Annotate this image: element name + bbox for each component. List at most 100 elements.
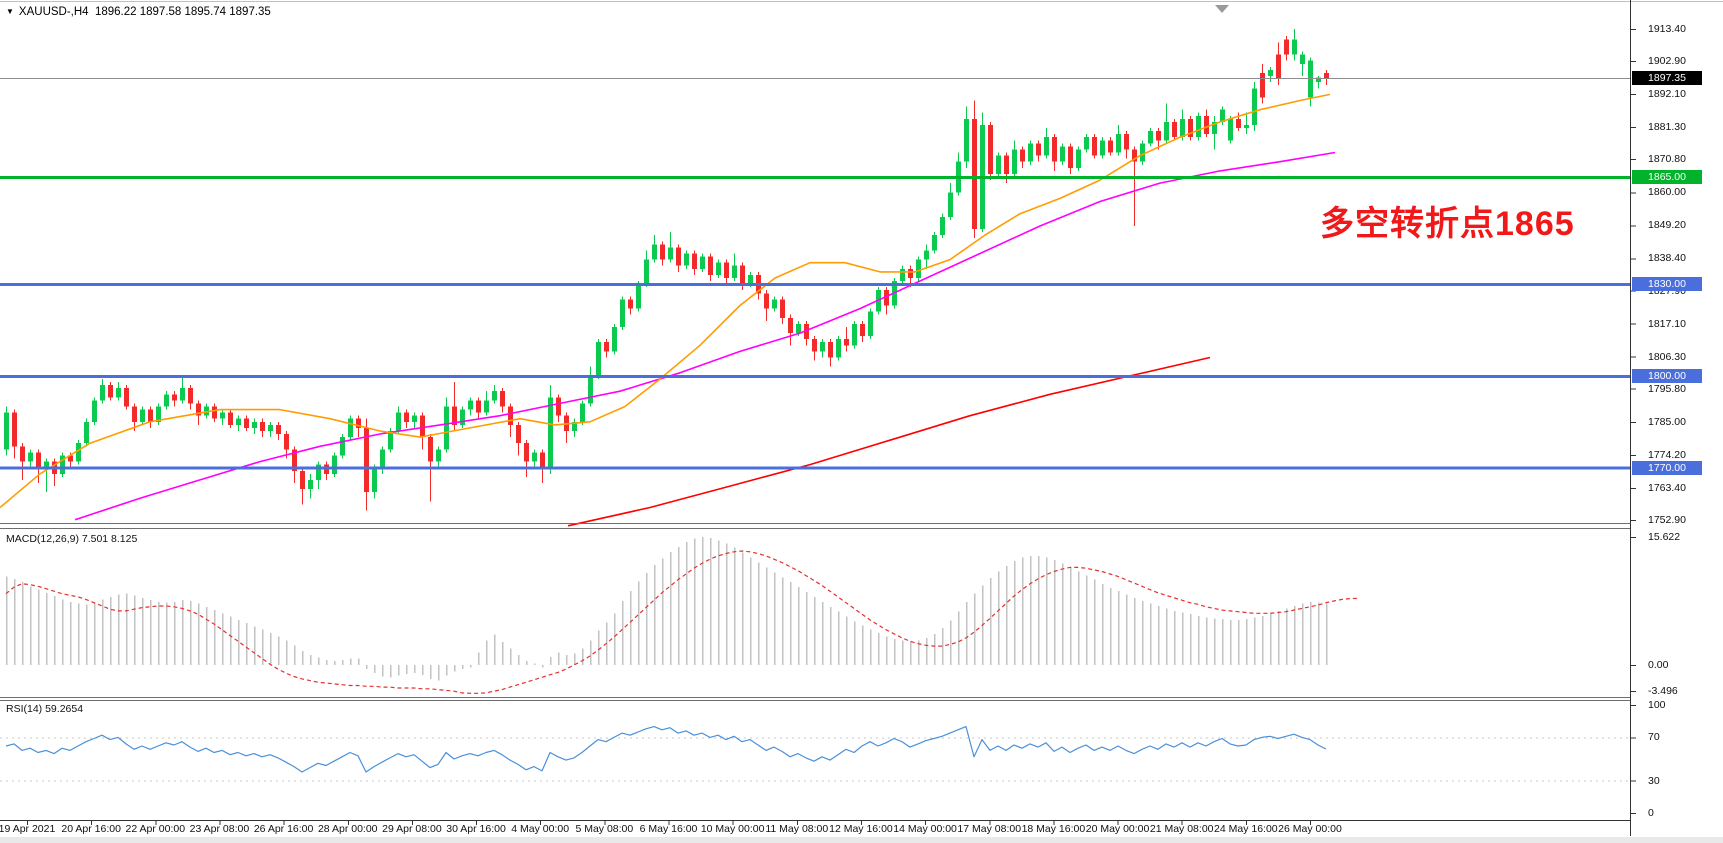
price-axis-label: 1849.20 [1648, 219, 1686, 232]
time-axis-label: 22 Apr 00:00 [125, 823, 186, 835]
candle-body [1044, 137, 1049, 156]
candle-body [60, 455, 65, 474]
candle-body [1084, 137, 1089, 150]
symbol-period-label: XAUUSD-,H4 [18, 6, 89, 18]
candle-body [476, 400, 481, 413]
candle-body [452, 406, 457, 425]
candle-body [660, 244, 665, 260]
price-tag-1770.00: 1770.00 [1632, 460, 1702, 475]
candle-body [372, 467, 377, 493]
price-axis-label: 1774.20 [1648, 448, 1686, 461]
rsi-indicator-label: RSI(14) 59.2654 [6, 703, 84, 715]
candle-body [1220, 109, 1225, 122]
candle-body [636, 284, 641, 309]
candle-body [4, 412, 9, 450]
candle-body [116, 388, 121, 398]
macd-signal-line [5, 550, 1359, 694]
price-tag-1830.00: 1830.00 [1632, 277, 1702, 292]
scroll-anchor-icon[interactable] [1215, 5, 1229, 13]
candle-body [236, 418, 241, 425]
chart-title: ▼ XAUUSD-,H4 1896.22 1897.58 1895.74 1897… [6, 6, 271, 18]
candle-body [580, 403, 585, 422]
candle-body [252, 421, 257, 428]
candle-body [124, 388, 129, 407]
rsi-line [5, 726, 1327, 773]
rsi-axis-label: 70 [1648, 731, 1660, 744]
time-axis-label: 20 Apr 16:00 [61, 823, 121, 835]
candle-body [132, 406, 137, 422]
candle-body [1300, 54, 1305, 64]
time-axis-label: 5 May 08:00 [575, 823, 634, 835]
candle-body [68, 455, 73, 462]
candle-body [1252, 88, 1257, 125]
macd-axis-label: 0.00 [1648, 659, 1669, 671]
candle-body [964, 118, 969, 162]
candle-body [196, 403, 201, 416]
candle-body [396, 412, 401, 431]
candle-body [748, 274, 753, 285]
candle-body [692, 253, 697, 269]
time-axis-label: 29 Apr 08:00 [382, 823, 442, 835]
rsi-axis-label: 100 [1648, 699, 1666, 711]
candle-body [588, 375, 593, 404]
candle-body [1196, 115, 1201, 138]
candle-body [1076, 149, 1081, 168]
price-tag-1865.00: 1865.00 [1632, 169, 1702, 184]
candle-body [1060, 146, 1065, 162]
annotation-text: 多空转折点1865 [1320, 205, 1575, 243]
price-tag-1800.00: 1800.00 [1632, 368, 1702, 383]
candle-body [1292, 39, 1297, 55]
candle-body [44, 461, 49, 468]
candle-body [532, 452, 537, 462]
candle-body [1036, 143, 1041, 156]
price-axis-label: 1902.90 [1648, 55, 1686, 68]
candle-body [28, 452, 33, 462]
candle-body [388, 430, 393, 450]
candle-body [268, 424, 273, 431]
candle-body [604, 342, 609, 352]
price-axis-label: 1752.90 [1648, 514, 1686, 527]
candle-body [436, 449, 441, 462]
candle-body [1028, 143, 1033, 162]
time-axis-label: 21 May 08:00 [1149, 823, 1214, 835]
price-axis-label: 1817.10 [1648, 317, 1686, 330]
candle-body [1308, 60, 1313, 98]
candle-body [332, 455, 337, 474]
candle-body [844, 339, 849, 346]
price-axis-label: 1870.80 [1648, 153, 1686, 166]
candle-body [1012, 149, 1017, 174]
candle-body [524, 443, 529, 462]
ma-fast-line [0, 93, 1331, 509]
candle-body [572, 421, 577, 431]
candle-body [652, 244, 657, 260]
candle-body [1324, 72, 1329, 78]
price-axis-label: 1881.30 [1648, 121, 1686, 134]
candle-body [996, 155, 1001, 174]
price-axis-label: 1913.40 [1648, 22, 1686, 35]
time-axis-label: 10 May 00:00 [700, 823, 765, 835]
candle-body [1212, 121, 1217, 135]
symbol-dropdown-icon[interactable]: ▼ [6, 7, 14, 16]
candle-body [1052, 137, 1057, 162]
candle-body [724, 262, 729, 278]
candle-body [244, 418, 249, 428]
candle-body [228, 412, 233, 425]
time-axis-label: 30 Apr 16:00 [446, 823, 506, 835]
candle-body [948, 192, 953, 217]
candle-body [1092, 137, 1097, 156]
candle-body [1284, 39, 1289, 55]
candle-body [172, 394, 177, 401]
candle-body [860, 323, 865, 337]
candle-body [1148, 131, 1153, 144]
price-axis-label: 1838.40 [1648, 252, 1686, 265]
candle-body [868, 311, 873, 337]
time-axis-label: 12 May 16:00 [829, 823, 893, 835]
candle-body [500, 391, 505, 407]
time-axis-label: 18 May 16:00 [1021, 823, 1086, 835]
candle-body [700, 256, 705, 269]
candle-body [1228, 118, 1233, 141]
price-axis-label: 1892.10 [1648, 88, 1686, 101]
time-axis-label: 11 May 08:00 [765, 823, 829, 835]
candle-body [1068, 146, 1073, 168]
